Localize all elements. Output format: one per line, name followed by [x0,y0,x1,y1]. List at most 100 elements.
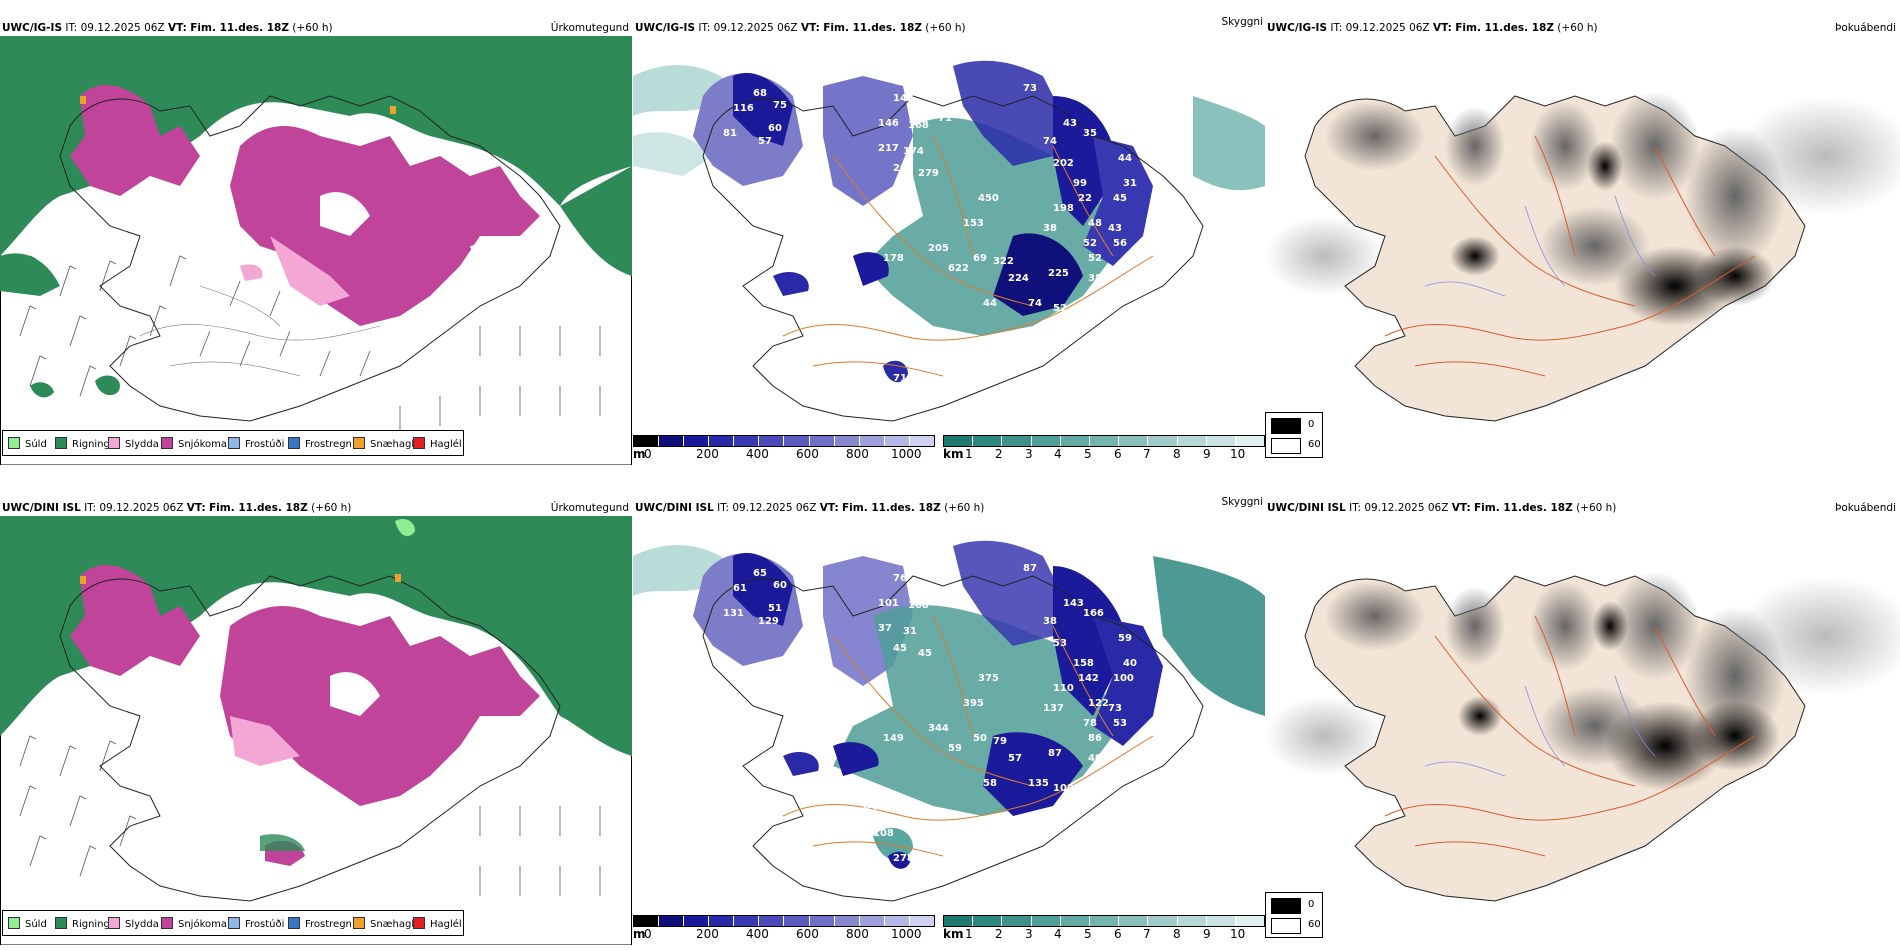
visibility-value-label: 100 [1113,673,1134,684]
visibility-value-label: 209 [893,163,914,174]
visibility-value-label: 109 [1053,783,1074,794]
row1-visibility-panel: UWC/DINI ISL IT: 09.12.2025 06Z VT: Fim.… [633,480,1265,945]
row1-fog-map [1265,571,1900,902]
row1-vis-tick-km: 4 [1054,927,1062,941]
visibility-value-label: 74 [1028,298,1042,309]
row1-vis-tick-km: 7 [1143,927,1151,941]
row1-vis-title: Skyggni [1221,496,1264,508]
visibility-value-label: 59 [1118,633,1132,644]
legend-swatch [228,917,240,929]
visibility-value-label: 48 [1088,218,1102,229]
row1-vis-tick-km: 3 [1025,927,1033,941]
visibility-value-label: 60 [768,123,782,134]
visibility-value-label: 179 [928,568,949,579]
row1-fog-panel: UWC/DINI ISL IT: 09.12.2025 06Z VT: Fim.… [1265,480,1900,945]
row1-precip-title: Úrkomutegund [550,502,629,514]
row1-vis-tick-m: 1000 [891,927,922,941]
legend-swatch [8,917,20,929]
visibility-value-label: 38 [1088,273,1102,284]
visibility-value-label: 59 [948,743,962,754]
visibility-value-label: 45 [893,643,907,654]
legend-swatch [8,437,20,449]
row1-fog-legend: 0 60 [1265,892,1323,938]
legend-swatch [288,437,300,449]
row0-vis-tick-m: 400 [746,447,769,461]
row1-vis-colorbar-m [633,915,935,927]
legend-swatch [413,917,425,929]
row1-precip-header: UWC/DINI ISL IT: 09.12.2025 06Z VT: Fim.… [2,502,352,514]
row0-vis-title: Skyggni [1221,16,1264,28]
row1-vis-tick-m: 800 [846,927,869,941]
row0-vis-tick-km: 4 [1054,447,1062,461]
row0-vis-tick-km: 2 [995,447,1003,461]
legend-item: Slydda [108,437,159,450]
visibility-value-label: 38 [1043,616,1057,627]
visibility-value-label: 68 [933,328,947,339]
visibility-value-label: 178 [883,253,904,264]
row1-vis-tick-m: 400 [746,927,769,941]
visibility-value-label: 71 [893,373,907,384]
visibility-value-label: 74 [1043,136,1057,147]
visibility-value-label: 40 [1088,753,1102,764]
row1-vis-colorbar-km [943,915,1265,927]
visibility-value-label: 100 [928,88,949,99]
row0-fog-title: Þokuábendi [1835,22,1896,34]
visibility-value-label: 61 [733,583,747,594]
visibility-value-label: 122 [1088,698,1109,709]
visibility-value-label: 73 [1023,83,1037,94]
legend-item: Rigning [55,917,110,930]
legend-item: Snjókoma [161,917,227,930]
legend-item: Slydda [108,917,159,930]
row1-fog-title: Þokuábendi [1835,502,1896,514]
row0-vis-tick-km: 6 [1114,447,1122,461]
fog-legend-label: 0 [1308,899,1315,910]
visibility-value-label: 44 [1118,153,1132,164]
visibility-value-label: 52 [1053,303,1067,314]
row0-visibility-panel: UWC/IG-IS IT: 09.12.2025 06Z VT: Fim. 11… [633,0,1265,465]
legend-item: Snjókoma [161,437,227,450]
fog-legend-label: 0 [1308,419,1315,430]
visibility-value-label: 73 [938,593,952,604]
fog-legend-swatch [1271,418,1301,434]
visibility-value-label: 135 [1028,778,1049,789]
row0-precip-panel: UWC/IG-IS IT: 09.12.2025 06Z VT: Fim. 11… [0,0,633,465]
visibility-value-label: 158 [1073,658,1094,669]
visibility-value-label: 75 [773,100,787,111]
legend-item: Snæhagl [353,917,414,930]
legend-item: Frostregn [288,437,352,450]
visibility-value-label: 101 [878,598,899,609]
visibility-value-label: 56 [1113,238,1127,249]
row1-precip-map [0,516,632,945]
visibility-value-label: 149 [883,733,904,744]
visibility-value-label: 322 [993,256,1014,267]
row1-vis-tick-m: 200 [696,927,719,941]
visibility-value-label: 137 [1043,703,1064,714]
row1-vis-unit-km: km [943,927,964,941]
row0-visibility-map: 68 116 75 60 57 81 142 100 146 168 71 217 174 209 279 7… [633,60,1265,422]
row1-precip-legend: Súld Rigning Slydda Snjókoma Frostúði Fr… [2,910,464,936]
visibility-value-label: 22 [933,808,947,819]
visibility-value-label: 43 [1063,118,1077,129]
visibility-value-label: 395 [963,698,984,709]
row1-fog-header: UWC/DINI ISL IT: 09.12.2025 06Z VT: Fim.… [1267,502,1617,514]
visibility-value-label: 53 [1053,638,1067,649]
row0-vis-tick-m: 600 [796,447,819,461]
row1-vis-tick-km: 10 [1230,927,1246,941]
row1-vis-tick-km: 9 [1203,927,1211,941]
legend-swatch [55,437,67,449]
legend-item: Súld [8,437,47,450]
visibility-value-label: 142 [893,93,914,104]
row1-vis-tick-m: 0 [644,927,652,941]
visibility-value-label: 81 [723,128,737,139]
visibility-value-label: 31 [1123,178,1137,189]
visibility-value-label: 35 [1083,128,1097,139]
row0-vis-header: UWC/IG-IS IT: 09.12.2025 06Z VT: Fim. 11… [635,22,966,34]
visibility-value-label: 166 [1083,608,1104,619]
row0-vis-tick-km: 10 [1230,447,1246,461]
visibility-value-label: 279 [918,168,939,179]
row0-vis-tick-km: 7 [1143,447,1151,461]
row1-vis-header: UWC/DINI ISL IT: 09.12.2025 06Z VT: Fim.… [635,502,985,514]
fog-legend-swatch [1271,438,1301,454]
legend-swatch [353,437,365,449]
